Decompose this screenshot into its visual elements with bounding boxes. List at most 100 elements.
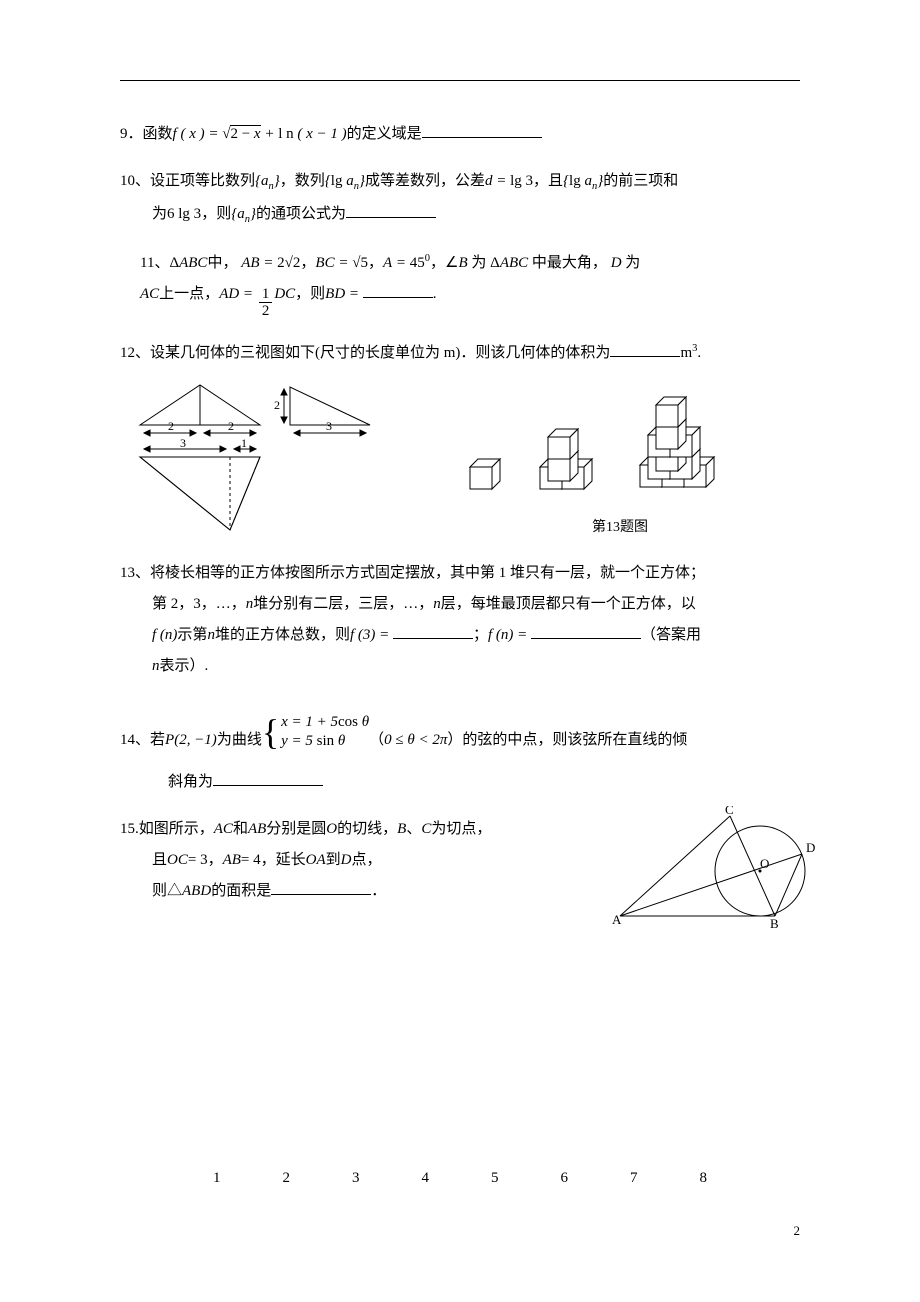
q14-px: x = 1 + 5cos θ (281, 713, 369, 733)
q14-t2: 为曲线 (217, 727, 262, 754)
page-num: 1 (213, 1165, 221, 1192)
q14-t3: （ (369, 727, 384, 754)
q10-t5: 的前三项和 (603, 168, 678, 195)
q11-sep3: ， (430, 250, 445, 277)
q10-lgan: {lg an} (325, 168, 365, 197)
q15-d: D (341, 847, 352, 874)
q10-an: {an} (255, 168, 280, 197)
q11-ac: AC (140, 281, 159, 308)
svg-text:O: O (760, 856, 769, 871)
page-num: 6 (561, 1165, 569, 1192)
q14-brace: { x = 1 + 5cos θ y = 5 sin θ (262, 700, 369, 765)
page-num: 5 (491, 1165, 499, 1192)
q9-fx: f ( x ) = √2 − x + l n ( x − 1 ) (173, 121, 347, 148)
q13-num: 13、 (120, 560, 150, 587)
q15-circle-diagram: A B C D O (610, 806, 830, 936)
q15-t4: 的切线， (337, 816, 397, 843)
q9-t1: 函数 (143, 121, 173, 148)
q13-t3b: 示第 (177, 622, 207, 649)
q11-dot: . (433, 281, 437, 308)
q12-num: 12、 (120, 340, 150, 367)
q10-t1: 设正项等比数列 (150, 168, 255, 195)
q15-blank (271, 880, 371, 895)
page-num: 7 (630, 1165, 638, 1192)
page-number-corner: 2 (794, 1219, 801, 1242)
q15-t7: 到 (326, 847, 341, 874)
q13-n4: n (152, 653, 160, 680)
q15-dot: ． (371, 878, 386, 905)
q11-a: A = 450 (383, 250, 430, 277)
q14-blank (213, 771, 323, 786)
top-rule (120, 80, 800, 81)
q11-frac: 1 2 (259, 286, 273, 320)
q10-num: 10、 (120, 168, 150, 195)
q14-py: y = 5 sin θ (281, 732, 369, 752)
q13-t2b: 堆分别有二层，三层，…， (253, 591, 433, 618)
q15-t8: 点， (351, 847, 381, 874)
q13-n2: n (433, 591, 441, 618)
problem-11: 11、 ΔABC 中， AB = 2√2 ， BC = √5 ， A = 450… (120, 250, 800, 320)
q13-n1: n (246, 591, 254, 618)
q11-t2: ∠B 为 ΔABC 中最大角， D 为 (445, 250, 640, 277)
q15-oc: OC (167, 847, 188, 874)
page: 9． 函数 f ( x ) = √2 − x + l n ( x − 1 ) 的… (0, 0, 920, 985)
q10-t2: ，数列 (280, 168, 325, 195)
q13-blank1 (393, 624, 473, 639)
svg-text:3: 3 (180, 436, 186, 450)
q12-blank (610, 342, 680, 357)
q11-l2a: 上一点， (159, 281, 219, 308)
q11-dc: DC (274, 281, 295, 308)
q15-ac: AC (214, 816, 233, 843)
q10-t4: ，且 (533, 168, 563, 195)
q14-range: 0 ≤ θ < 2π (384, 727, 447, 754)
q10-l2a: 为 (152, 201, 167, 228)
q15-o: O (326, 816, 337, 843)
q11-num: 11、 (140, 250, 169, 277)
q12-figures: 2 2 2 3 3 1 (120, 375, 780, 540)
q15-b: B (397, 816, 406, 843)
svg-text:D: D (806, 840, 815, 855)
svg-text:1: 1 (241, 436, 247, 450)
q11-t1: ΔABC (169, 250, 207, 277)
q10-l2c: 的通项公式为 (256, 201, 346, 228)
q13-f3: f (3) = (350, 622, 393, 649)
pager: 1 2 3 4 5 6 7 8 (0, 1165, 920, 1192)
q15-l3b: 的面积是 (211, 878, 271, 905)
q10-d: d = lg 3 (485, 168, 533, 195)
q13-fn2: f (n) = (488, 622, 531, 649)
q11-ad: AD = (219, 281, 257, 308)
q11-then: ，则 (295, 281, 325, 308)
svg-text:3: 3 (326, 419, 332, 433)
q10-an2: {an} (231, 201, 256, 230)
svg-text:2: 2 (228, 419, 234, 433)
q15-abd: ABD (182, 878, 211, 905)
q10-lgan2: {lg an} (563, 168, 603, 197)
q12-t1: 设某几何体的三视图如下(尺寸的长度单位为 m)．则该几何体的体积为 (150, 340, 610, 367)
q15-eq4: = 4，延长 (241, 847, 306, 874)
page-num: 4 (422, 1165, 430, 1192)
q15-l2a: 且 (152, 847, 167, 874)
q15-t3: 分别是圆 (266, 816, 326, 843)
q9-num: 9． (120, 121, 143, 148)
svg-text:2: 2 (274, 398, 280, 412)
q14-num: 14、 (120, 727, 150, 754)
q13-t3c: 堆的正方体总数，则 (215, 622, 350, 649)
q15-l3a: 则△ (152, 878, 182, 905)
q9-t2: 的定义域是 (347, 121, 422, 148)
q15-oa: OA (306, 847, 326, 874)
svg-text:2: 2 (168, 419, 174, 433)
cube-stacks: 第13题图 (460, 379, 780, 540)
q13-semi: ； (473, 622, 488, 649)
q9-blank (422, 123, 542, 138)
svg-text:A: A (612, 912, 622, 927)
q10-six: 6 lg 3 (167, 201, 201, 228)
problem-13: 13、 将棱长相等的正方体按图所示方式固定摆放，其中第 1 堆只有一层，就一个正… (120, 560, 800, 680)
page-num: 3 (352, 1165, 360, 1192)
q15-t6: 为切点， (431, 816, 491, 843)
q13-t2: 第 2，3，…， (152, 591, 246, 618)
q11-blank (363, 283, 433, 298)
problem-14: 14、 若 P(2, −1) 为曲线 { x = 1 + 5cos θ y = … (120, 700, 800, 796)
svg-text:B: B (770, 916, 779, 931)
three-view-diagram: 2 2 2 3 3 1 (120, 375, 380, 540)
q14-p: P(2, −1) (165, 727, 217, 754)
